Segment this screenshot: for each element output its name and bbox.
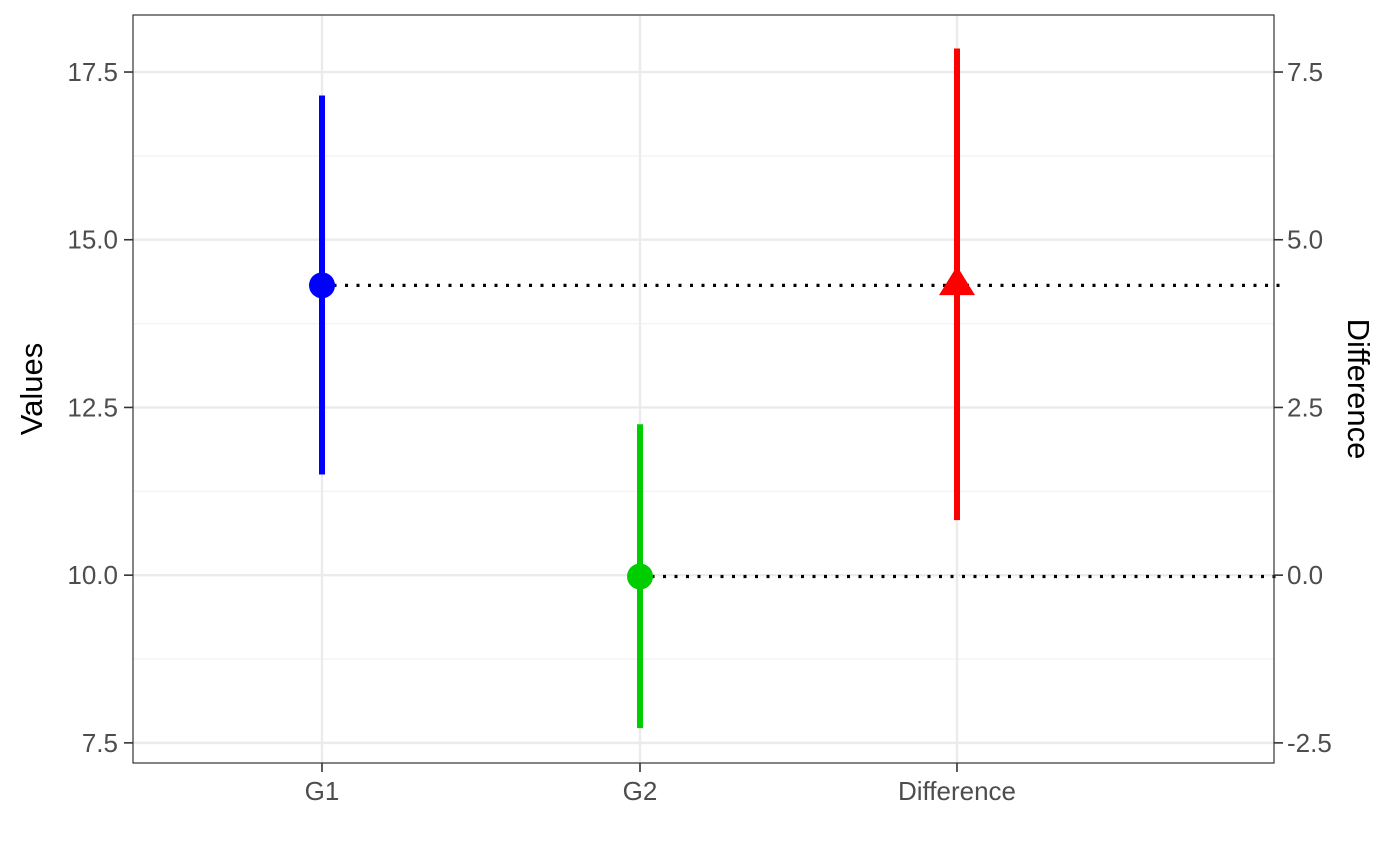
y-tick-label: 17.5	[67, 57, 118, 87]
point-g1	[309, 272, 335, 299]
y-axis-title: Values	[14, 343, 49, 436]
x-tick-label: G1	[305, 776, 340, 806]
y2-axis-title: Difference	[1341, 319, 1376, 460]
data-marks	[309, 48, 975, 729]
plot-background	[133, 15, 1274, 763]
y-tick-label: 15.0	[67, 225, 118, 255]
y2-tick-label: 2.5	[1287, 392, 1323, 422]
y-tick-label: 7.5	[82, 728, 118, 758]
y2-tick-label: 5.0	[1287, 225, 1323, 255]
y-tick-label: 10.0	[67, 560, 118, 590]
axes: 7.5 10.0 12.5 15.0 17.5 -2.5 0.0 2.5 5.0 7.5 G1 G2 D…	[67, 57, 1331, 806]
x-tick-label: G2	[623, 776, 658, 806]
reference-lines	[322, 283, 1284, 579]
point-difference	[939, 266, 975, 296]
y2-tick-label: 7.5	[1287, 57, 1323, 87]
y2-tick-label: -2.5	[1287, 728, 1332, 758]
y-tick-label: 12.5	[67, 392, 118, 422]
y2-tick-label: 0.0	[1287, 560, 1323, 590]
plot-border	[132, 14, 1275, 764]
x-tick-label: Difference	[898, 776, 1016, 806]
point-g2	[627, 563, 653, 590]
